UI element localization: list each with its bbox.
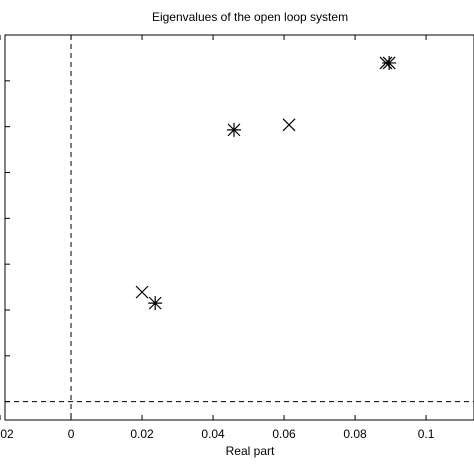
point xyxy=(148,296,163,311)
x-tick-label: 0.1 xyxy=(418,427,435,441)
point xyxy=(135,285,149,299)
x-tick-label: 0.06 xyxy=(272,427,296,441)
chart-title: Eigenvalues of the open loop system xyxy=(152,10,348,24)
x-tick-label: 0 xyxy=(68,427,75,441)
x-tick-label: 0.08 xyxy=(343,427,367,441)
point xyxy=(382,55,397,70)
plot-area xyxy=(4,34,474,421)
point xyxy=(226,122,241,137)
point xyxy=(282,118,296,132)
x-axis-label: Real part xyxy=(226,444,275,458)
x-tick-label: -0.02 xyxy=(0,427,14,441)
x-tick-label: 0.02 xyxy=(130,427,154,441)
x-tick-label: 0.04 xyxy=(201,427,225,441)
